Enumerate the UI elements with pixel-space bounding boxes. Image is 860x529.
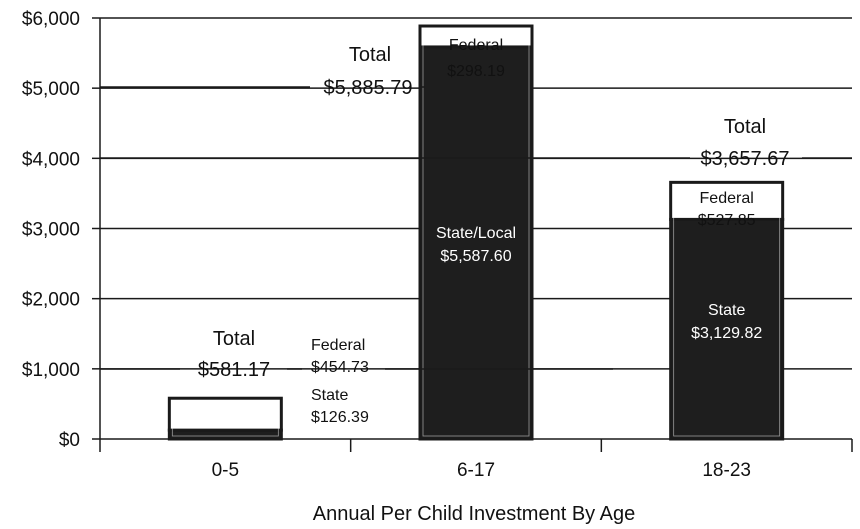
bars — [167, 24, 785, 441]
y-tick-label: $0 — [59, 430, 80, 451]
x-tick-label: 0-5 — [212, 460, 239, 481]
segment-value-label: $126.39 — [311, 409, 369, 426]
segment-name-label: Federal — [311, 337, 365, 354]
bar-segment — [167, 396, 283, 432]
segment-name-label: Federal — [700, 190, 754, 207]
bar-inner-outline — [673, 184, 781, 437]
total-value-label: $5,885.79 — [324, 77, 413, 99]
segment-value-label: $454.73 — [311, 359, 369, 376]
y-tick-label: $4,000 — [22, 149, 80, 170]
total-value-label: $3,657.67 — [701, 148, 790, 170]
segment-value-label: $3,129.82 — [691, 325, 762, 342]
y-tick-label: $1,000 — [22, 360, 80, 381]
y-tick-label: $6,000 — [22, 9, 80, 30]
x-axis-title: Annual Per Child Investment By Age — [313, 503, 635, 525]
segment-value-label: $527.85 — [698, 212, 756, 229]
y-tick-label: $3,000 — [22, 220, 80, 241]
segment-value-label: $298.19 — [447, 63, 505, 80]
bar-segment — [418, 24, 534, 49]
total-word: Total — [724, 116, 766, 138]
x-tick-label: 18-23 — [702, 460, 751, 481]
bar-annotations: Total $581.17 Federal $454.73 State $126.39 To… — [100, 37, 852, 426]
x-axis: 0-5 6-17 18-23 — [99, 438, 853, 481]
total-value-label: $581.17 — [198, 359, 270, 381]
bar-inner-outline — [171, 400, 279, 437]
y-axis: $0 $1,000 $2,000 $3,000 $4,000 $5,000 $6,000 — [22, 9, 101, 451]
segment-name-label: State — [311, 387, 348, 404]
bar-segment — [669, 180, 785, 221]
y-tick-label: $5,000 — [22, 79, 80, 100]
segment-name-label: Federal — [449, 37, 503, 54]
y-tick-label: $2,000 — [22, 290, 80, 311]
bar-inner-outline — [422, 28, 530, 437]
total-word: Total — [349, 44, 391, 66]
total-word: Total — [213, 328, 255, 350]
segment-name-label: State — [708, 302, 745, 319]
segment-name-label: State/Local — [436, 225, 516, 242]
x-tick-label: 6-17 — [457, 460, 495, 481]
bar-segment — [418, 45, 534, 441]
segment-value-label: $5,587.60 — [440, 248, 511, 265]
